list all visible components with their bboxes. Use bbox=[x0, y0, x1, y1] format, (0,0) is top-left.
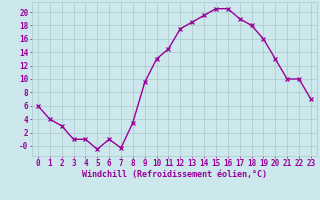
X-axis label: Windchill (Refroidissement éolien,°C): Windchill (Refroidissement éolien,°C) bbox=[82, 170, 267, 179]
